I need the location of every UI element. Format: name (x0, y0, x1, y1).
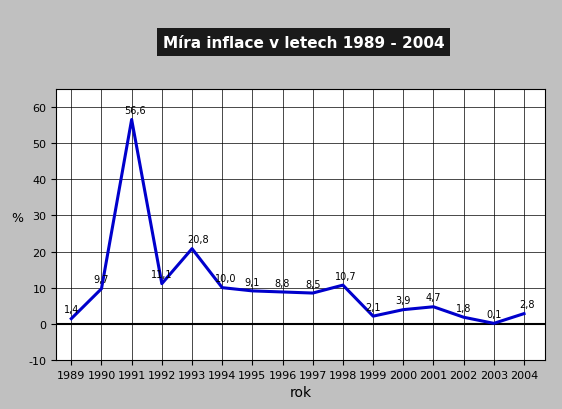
Text: 1,4: 1,4 (64, 305, 79, 315)
Text: 4,7: 4,7 (426, 293, 441, 303)
Text: 10,7: 10,7 (335, 271, 357, 281)
Text: 1,8: 1,8 (456, 303, 472, 313)
Text: 0,1: 0,1 (486, 309, 501, 319)
Text: 9,7: 9,7 (94, 275, 109, 285)
Text: 2,1: 2,1 (365, 302, 381, 312)
Text: 11,1: 11,1 (151, 270, 173, 280)
Text: 8,8: 8,8 (275, 278, 290, 288)
Text: 10,0: 10,0 (215, 274, 236, 283)
Y-axis label: %: % (11, 212, 24, 225)
X-axis label: rok: rok (289, 385, 312, 399)
Text: 20,8: 20,8 (187, 235, 209, 245)
Text: 56,6: 56,6 (124, 106, 146, 116)
Text: 3,9: 3,9 (396, 296, 411, 306)
Text: 8,5: 8,5 (305, 279, 320, 289)
Text: Míra inflace v letech 1989 - 2004: Míra inflace v letech 1989 - 2004 (162, 36, 445, 50)
Text: 2,8: 2,8 (519, 299, 535, 310)
Text: 9,1: 9,1 (244, 277, 260, 287)
